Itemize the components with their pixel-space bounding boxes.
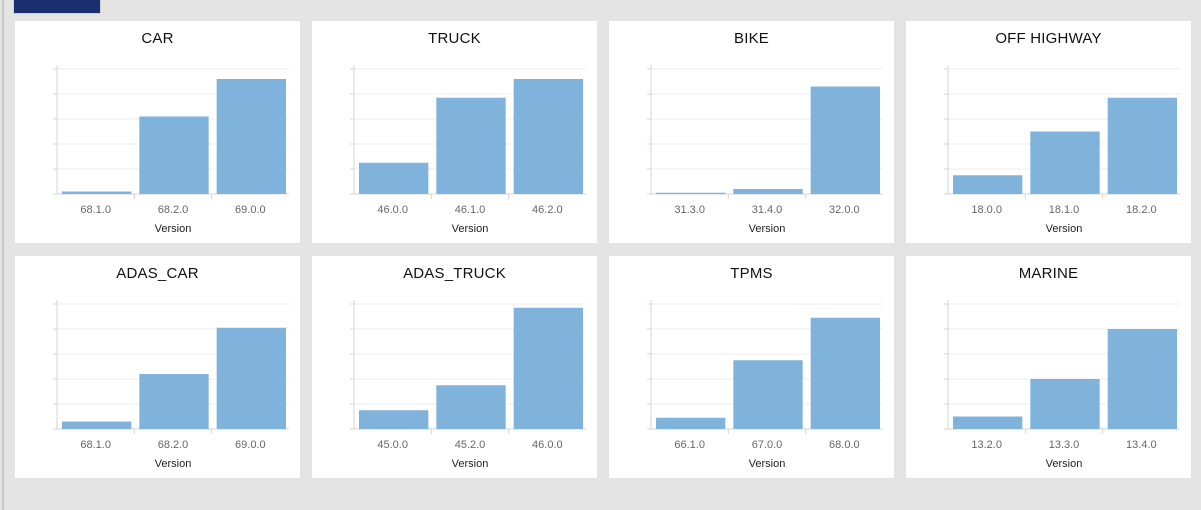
bar-chart: 45.0.0 45.2.0 46.0.0 Version — [350, 300, 586, 470]
x-tick-label: 69.0.0 — [235, 204, 266, 216]
chart-panel-marine: MARINE 13.2.0 13.3.0 13.4.0 Version — [906, 256, 1191, 478]
chart-title: MARINE — [1018, 265, 1079, 282]
x-axis-title: Version — [452, 223, 489, 235]
x-axis-title: Version — [1046, 458, 1083, 470]
chart-title: CAR — [141, 30, 174, 47]
chart-title: ADAS_CAR — [116, 265, 199, 282]
chart-title: ADAS_TRUCK — [403, 265, 506, 282]
chart-panel-truck: TRUCK 46.0.0 46.1.0 46.2.0 Version — [312, 21, 597, 243]
chart-title: TRUCK — [428, 30, 481, 47]
bar — [139, 116, 209, 194]
x-tick-label: 69.0.0 — [235, 439, 266, 451]
x-tick-label: 32.0.0 — [829, 204, 860, 216]
x-tick-label: 45.2.0 — [455, 439, 486, 451]
x-tick-label: 31.3.0 — [674, 204, 705, 216]
x-tick-label: 13.4.0 — [1126, 439, 1157, 451]
bar-chart: 31.3.0 31.4.0 32.0.0 Version — [647, 65, 883, 235]
bar — [139, 374, 209, 429]
x-tick-label: 13.2.0 — [971, 439, 1002, 451]
x-tick-label: 68.0.0 — [829, 439, 860, 451]
x-axis-title: Version — [749, 223, 786, 235]
x-tick-label: 31.4.0 — [752, 204, 783, 216]
x-axis-title: Version — [749, 458, 786, 470]
x-tick-label: 68.2.0 — [158, 204, 189, 216]
x-axis-title: Version — [155, 458, 192, 470]
x-tick-label: 68.2.0 — [158, 439, 189, 451]
bar — [513, 307, 583, 429]
x-axis-title: Version — [452, 458, 489, 470]
navy-corner-tab — [13, 0, 101, 14]
bar — [513, 79, 583, 194]
bar — [810, 86, 880, 194]
bar — [62, 191, 132, 194]
bar — [656, 192, 726, 194]
bar — [656, 417, 726, 429]
bar — [1030, 379, 1100, 429]
x-tick-label: 67.0.0 — [752, 439, 783, 451]
chart-panel-adas-truck: ADAS_TRUCK 45.0.0 45.2.0 46.0.0 Version — [312, 256, 597, 478]
x-tick-label: 68.1.0 — [80, 204, 111, 216]
bar-chart: 13.2.0 13.3.0 13.4.0 Version — [944, 300, 1180, 470]
x-tick-label: 46.0.0 — [377, 204, 408, 216]
bar — [359, 410, 429, 429]
chart-title: TPMS — [730, 265, 773, 282]
bar-chart: 66.1.0 67.0.0 68.0.0 Version — [647, 300, 883, 470]
x-axis-title: Version — [155, 223, 192, 235]
chart-panel-off-highway: OFF HIGHWAY 18.0.0 18.1.0 18.2.0 Version — [906, 21, 1191, 243]
bar-chart: 46.0.0 46.1.0 46.2.0 Version — [350, 65, 586, 235]
chart-panel-adas-car: ADAS_CAR 68.1.0 68.2.0 69.0.0 Version — [15, 256, 300, 478]
bar — [1030, 131, 1100, 194]
bar — [436, 97, 506, 194]
x-axis-title: Version — [1046, 223, 1083, 235]
bar-chart: 68.1.0 68.2.0 69.0.0 Version — [53, 300, 289, 470]
chart-panel-tpms: TPMS 66.1.0 67.0.0 68.0.0 Version — [609, 256, 894, 478]
x-tick-label: 13.3.0 — [1049, 439, 1080, 451]
chart-title: BIKE — [734, 30, 769, 47]
bar — [436, 385, 506, 429]
bar — [216, 327, 286, 429]
chart-panel-car: CAR 68.1.0 68.2.0 69.0.0 Version — [15, 21, 300, 243]
x-tick-label: 46.1.0 — [455, 204, 486, 216]
bar — [733, 360, 803, 429]
x-tick-label: 45.0.0 — [377, 439, 408, 451]
bar-chart: 68.1.0 68.2.0 69.0.0 Version — [53, 65, 289, 235]
x-tick-label: 68.1.0 — [80, 439, 111, 451]
bar — [733, 189, 803, 194]
bar-chart: 18.0.0 18.1.0 18.2.0 Version — [944, 65, 1180, 235]
bar — [216, 79, 286, 194]
chart-title: OFF HIGHWAY — [995, 30, 1102, 47]
bar — [810, 317, 880, 429]
x-tick-label: 18.0.0 — [971, 204, 1002, 216]
x-tick-label: 46.2.0 — [532, 204, 563, 216]
x-tick-label: 18.2.0 — [1126, 204, 1157, 216]
chart-panel-bike: BIKE 31.3.0 31.4.0 32.0.0 Version — [609, 21, 894, 243]
bar — [953, 416, 1023, 429]
bar — [359, 162, 429, 194]
x-tick-label: 18.1.0 — [1049, 204, 1080, 216]
bar — [1107, 97, 1177, 194]
bar — [1107, 329, 1177, 429]
bar — [953, 175, 1023, 194]
bar — [62, 421, 132, 429]
x-tick-label: 66.1.0 — [674, 439, 705, 451]
left-border-rule — [2, 0, 4, 510]
x-tick-label: 46.0.0 — [532, 439, 563, 451]
